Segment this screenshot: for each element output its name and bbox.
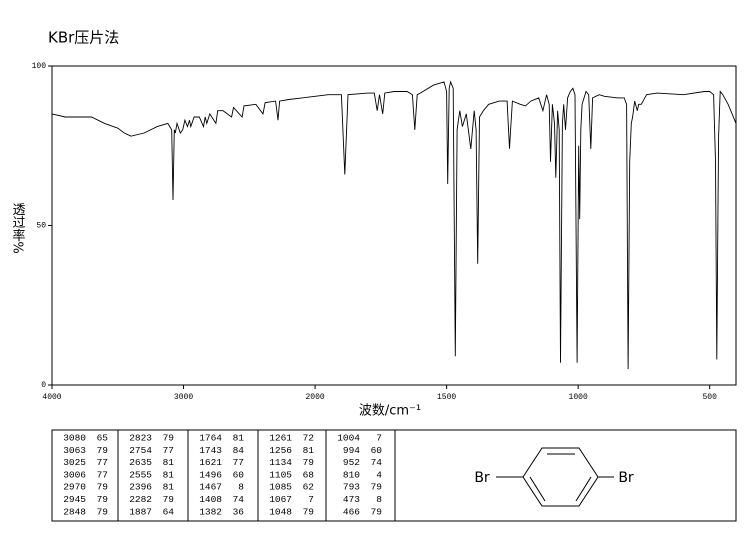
peak-transmittance: 81 [233,433,245,444]
peak-transmittance: 79 [303,457,315,468]
table-frame [51,429,737,522]
peak-wavenumber: 1256 [269,445,292,456]
peak-wavenumber: 952 [343,457,360,468]
peak-transmittance: 65 [97,433,109,444]
peak-wavenumber: 810 [343,469,360,480]
peak-wavenumber: 2635 [129,457,152,468]
peak-wavenumber: 3080 [63,433,86,444]
peak-wavenumber: 2282 [129,494,152,505]
x-axis-label: 波数/cm⁻¹ [359,404,421,419]
peak-wavenumber: 2823 [129,433,152,444]
peak-wavenumber: 1382 [199,506,222,517]
peak-transmittance: 36 [233,506,245,517]
peak-wavenumber: 1496 [199,469,222,480]
peak-wavenumber: 466 [343,506,360,517]
benzene-ring [522,447,599,507]
peak-wavenumber: 1105 [269,469,292,480]
peak-transmittance: 74 [371,457,383,468]
peak-transmittance: 79 [163,494,175,505]
spectrum-line [51,80,737,370]
peak-wavenumber: 2945 [63,494,86,505]
peak-transmittance: 7 [376,433,382,444]
y-tick-label: 50 [36,222,46,231]
atom-label: Br [618,470,634,486]
peak-wavenumber: 1887 [129,506,152,517]
y-axis-label: 透过率% [10,202,26,253]
peak-transmittance: 72 [303,433,315,444]
peak-transmittance: 77 [233,457,244,468]
peak-transmittance: 64 [163,506,175,517]
peak-transmittance: 7 [308,494,314,505]
x-tick-label: 1000 [569,393,588,402]
x-tick-label: 1500 [437,393,456,402]
peak-wavenumber: 1085 [269,482,292,493]
peak-transmittance: 79 [163,433,175,444]
peak-transmittance: 81 [163,482,175,493]
peak-wavenumber: 2555 [129,469,152,480]
peak-wavenumber: 473 [343,494,360,505]
peak-transmittance: 79 [303,506,315,517]
double-bond [529,476,546,502]
peak-transmittance: 8 [238,482,244,493]
peak-wavenumber: 1764 [199,433,222,444]
peak-wavenumber: 1048 [269,506,292,517]
peak-transmittance: 8 [376,494,382,505]
y-tick-label: 0 [41,381,46,390]
atom-label: Br [474,470,490,486]
peak-wavenumber: 2754 [129,445,152,456]
peak-transmittance: 84 [233,445,245,456]
peak-transmittance: 60 [371,445,383,456]
double-bond [575,476,592,502]
x-tick-label: 2000 [305,393,324,402]
peak-wavenumber: 1467 [199,482,222,493]
peak-transmittance: 74 [233,494,245,505]
chart-title: KBr压片法 [48,29,119,47]
peak-wavenumber: 1067 [269,494,292,505]
peak-transmittance: 62 [303,482,315,493]
peak-transmittance: 68 [303,469,315,480]
peak-wavenumber: 1408 [199,494,222,505]
structure [496,447,614,507]
peak-wavenumber: 3063 [63,445,86,456]
peak-wavenumber: 994 [343,445,360,456]
peak-transmittance: 77 [97,469,108,480]
peak-transmittance: 79 [371,482,383,493]
peak-transmittance: 79 [97,494,109,505]
peak-wavenumber: 793 [343,482,360,493]
peak-transmittance: 79 [371,506,383,517]
peak-transmittance: 79 [97,506,109,517]
peak-wavenumber: 1621 [199,457,222,468]
peak-wavenumber: 1134 [269,457,292,468]
peak-wavenumber: 3025 [63,457,86,468]
peak-wavenumber: 1743 [199,445,222,456]
peak-wavenumber: 2848 [63,506,86,517]
peak-transmittance: 81 [303,445,315,456]
peak-transmittance: 77 [97,457,108,468]
peak-transmittance: 4 [376,469,382,480]
peak-wavenumber: 3006 [63,469,86,480]
x-tick-label: 4000 [42,393,61,402]
peak-transmittance: 77 [163,445,174,456]
x-tick-label: 3000 [174,393,193,402]
peak-wavenumber: 1004 [337,433,360,444]
peak-transmittance: 81 [163,469,175,480]
y-tick-label: 100 [32,62,47,71]
peak-transmittance: 60 [233,469,245,480]
x-tick-label: 500 [702,393,717,402]
peak-wavenumber: 2396 [129,482,152,493]
peak-transmittance: 79 [97,445,109,456]
peak-wavenumber: 2970 [63,482,86,493]
peak-transmittance: 81 [163,457,175,468]
peak-wavenumber: 1261 [269,433,292,444]
peak-transmittance: 79 [97,482,109,493]
